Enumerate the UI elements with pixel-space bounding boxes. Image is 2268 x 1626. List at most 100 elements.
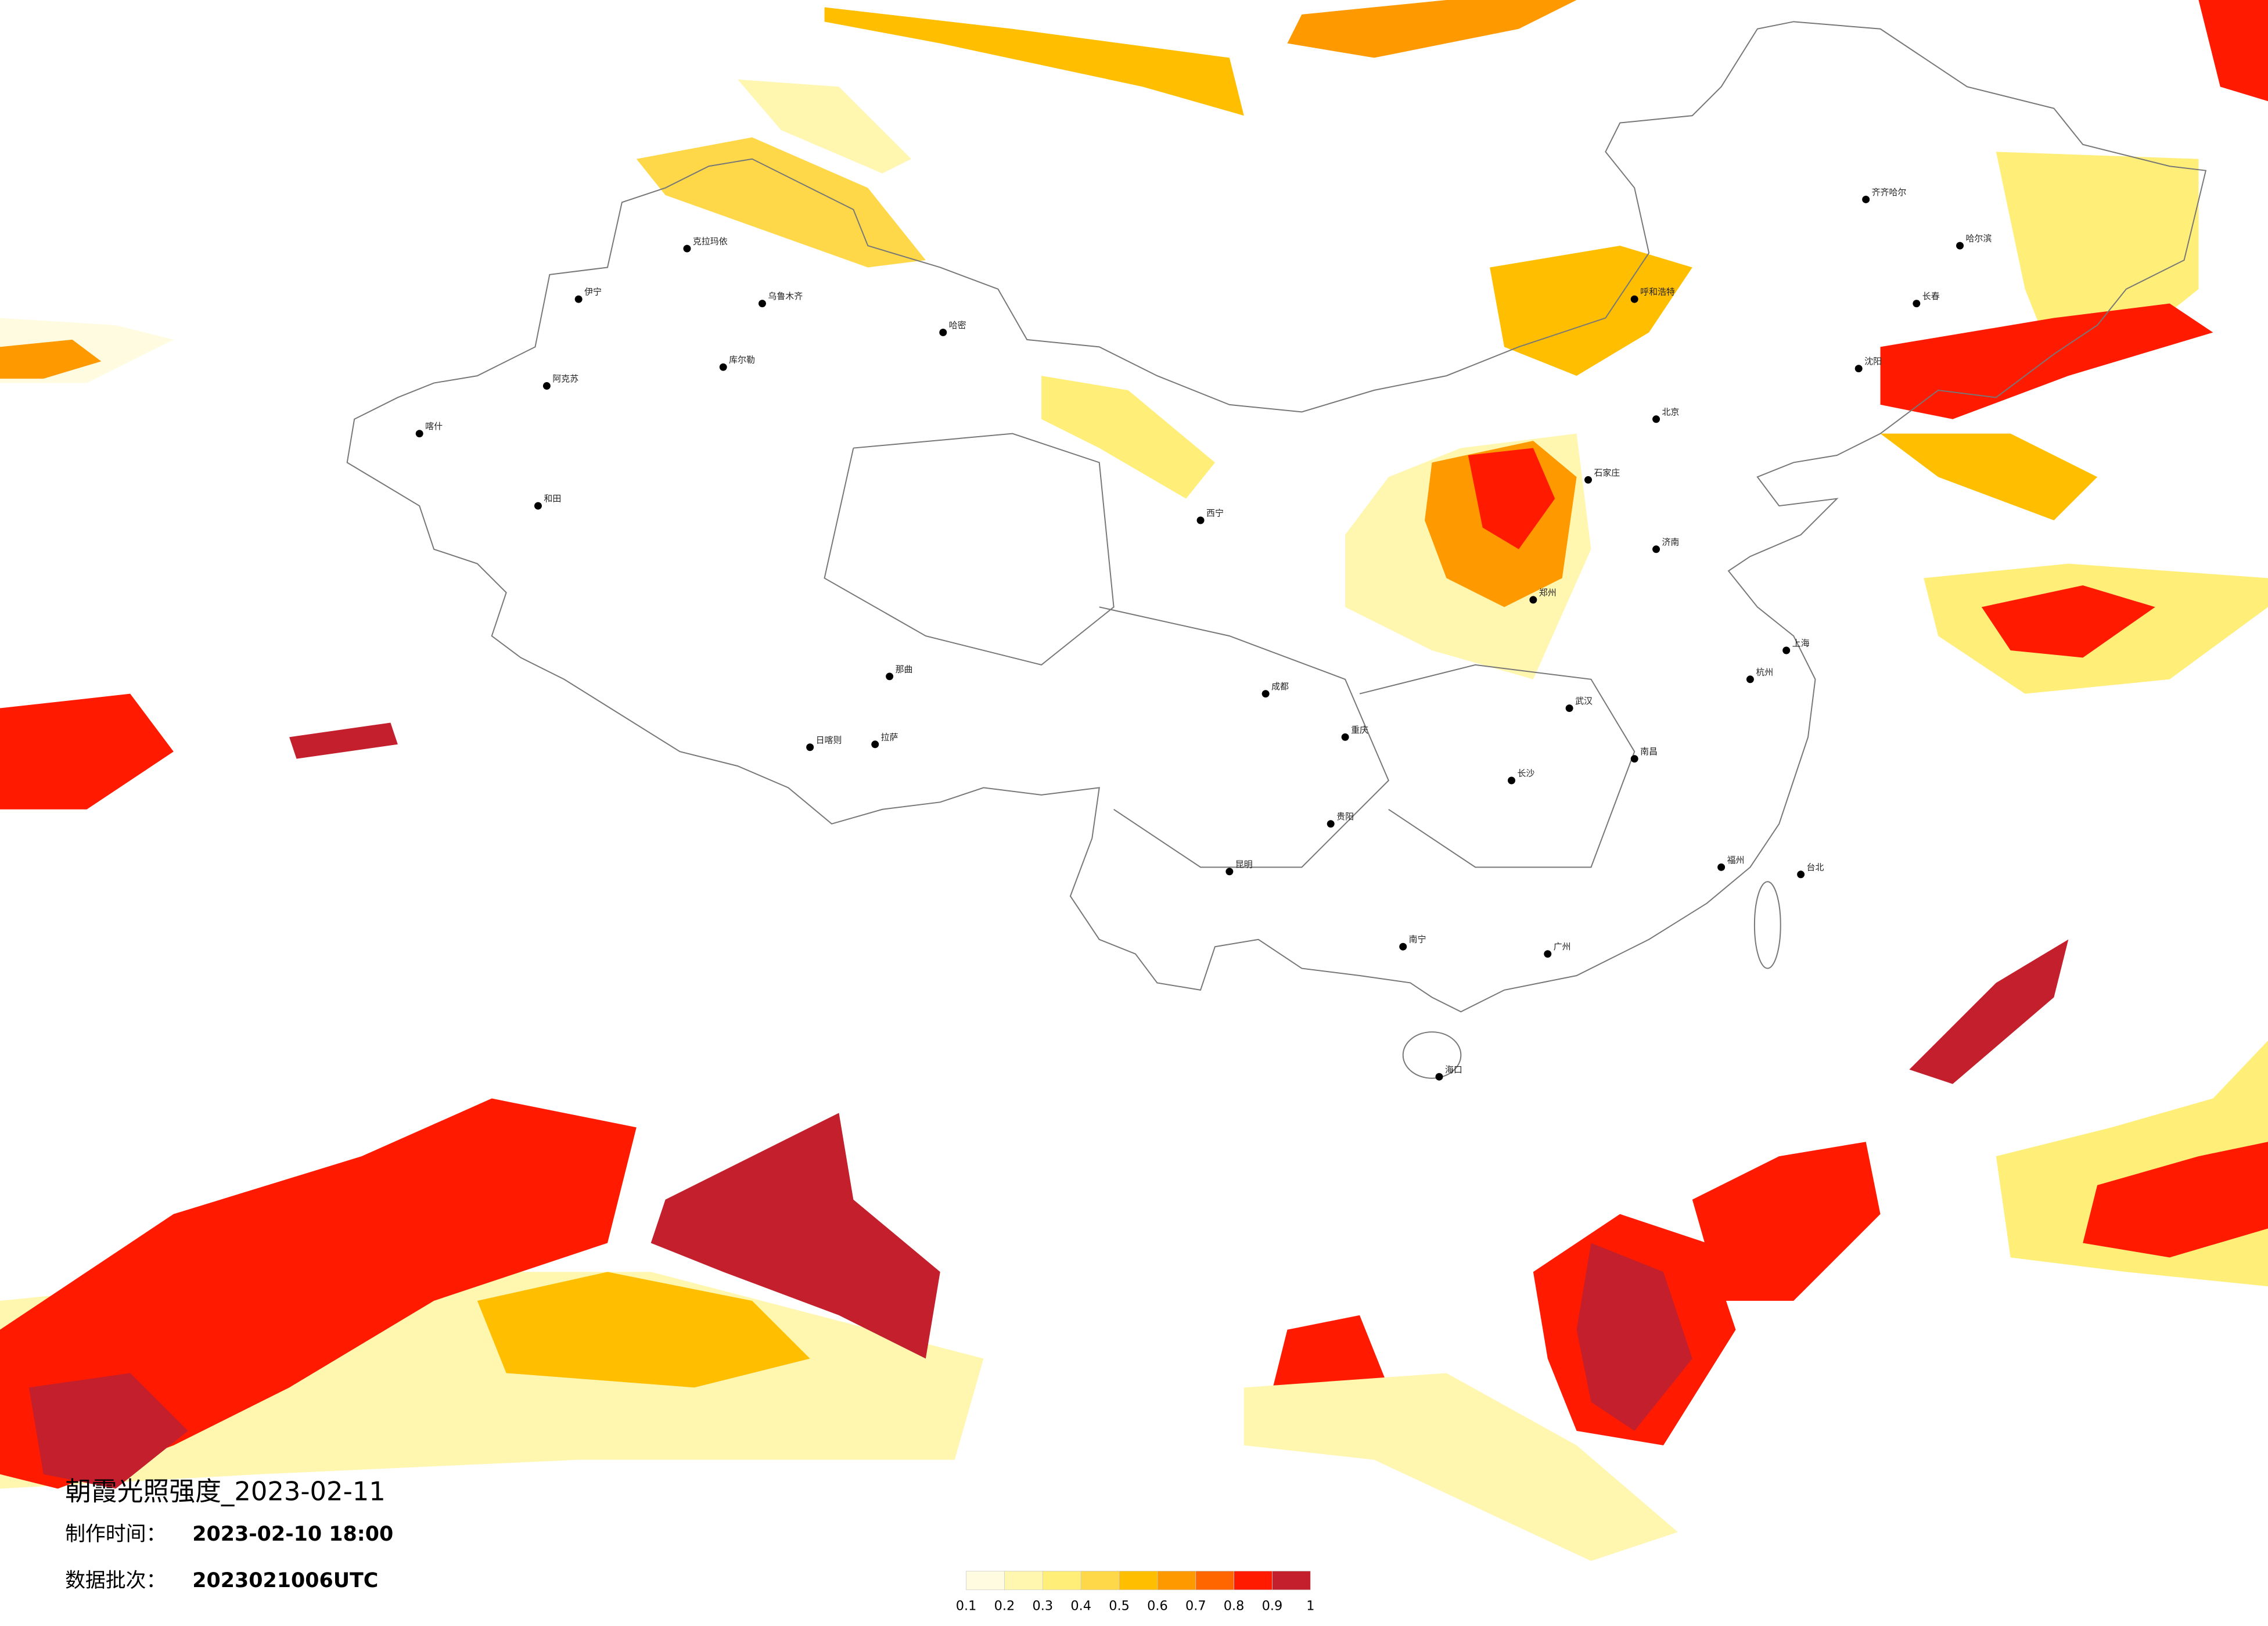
city-label: 哈尔滨	[1965, 233, 1992, 244]
intensity-area	[1576, 1243, 1692, 1431]
intensity-area	[738, 79, 911, 174]
intensity-area	[1692, 1142, 1881, 1301]
city-label: 北京	[1662, 406, 1680, 417]
city-label: 哈密	[949, 320, 966, 330]
province-outline	[1359, 664, 1636, 868]
info-label: 数据批次：	[65, 1569, 166, 1592]
city-dot	[1854, 365, 1863, 373]
legend-tick-label: 0.6	[1147, 1599, 1168, 1614]
city-label: 台北	[1807, 862, 1824, 872]
legend-swatch	[1004, 1571, 1043, 1591]
city-label: 海口	[1445, 1064, 1462, 1075]
city-label: 喀什	[425, 421, 443, 431]
intensity-area	[1880, 303, 2213, 419]
intensity-area	[636, 137, 926, 268]
city-dot	[415, 430, 423, 438]
city-dot	[1565, 704, 1573, 713]
legend-swatch	[1119, 1571, 1158, 1591]
city-dot	[939, 328, 947, 336]
city-dot	[1341, 733, 1349, 741]
city-label: 上海	[1792, 638, 1810, 649]
city-dot	[1797, 870, 1805, 879]
boundaries	[346, 21, 2207, 1079]
city-dot	[1956, 242, 1964, 250]
city-label: 南昌	[1640, 746, 1658, 757]
city-dot	[1399, 942, 1407, 951]
intensity-area	[1287, 0, 1577, 58]
city-label: 西宁	[1206, 508, 1224, 519]
intensity-area	[28, 1373, 188, 1489]
city-dot	[886, 672, 894, 681]
city-dot	[1584, 476, 1592, 484]
intensity-area	[477, 1272, 810, 1388]
intensity-area	[0, 339, 102, 379]
legend-tick-label: 0.5	[1109, 1599, 1130, 1614]
intensity-layer	[0, 0, 2268, 1561]
info-value: 2023021006UTC	[192, 1569, 378, 1592]
intensity-area	[1909, 939, 2069, 1084]
legend-swatch	[1195, 1571, 1234, 1591]
intensity-area	[1490, 246, 1692, 376]
province-outline	[824, 433, 1115, 665]
country-outline	[346, 21, 2207, 1013]
legend-swatch	[1157, 1571, 1196, 1591]
city-dot	[1913, 300, 1921, 308]
city-label: 克拉玛依	[693, 236, 728, 247]
city-label: 沈阳	[1864, 356, 1882, 366]
city-dot	[1782, 646, 1791, 654]
city-dot	[1630, 755, 1638, 763]
legend-swatch	[1080, 1571, 1120, 1591]
city-label: 呼和浩特	[1640, 287, 1675, 297]
city-dot	[1529, 596, 1537, 604]
city-label: 武汉	[1575, 696, 1593, 706]
city-label: 拉萨	[881, 732, 898, 742]
city-dot	[1862, 195, 1870, 203]
intensity-area	[0, 1098, 637, 1489]
legend-swatch	[1042, 1571, 1081, 1591]
city-dot	[1225, 868, 1234, 876]
city-label: 阿克苏	[552, 373, 578, 384]
city-dot	[542, 382, 551, 390]
city-dot	[1435, 1073, 1443, 1081]
city-label: 贵阳	[1336, 811, 1354, 822]
hainan-outline	[1402, 1031, 1462, 1079]
info-value: 2023-02-10 18:00	[192, 1523, 393, 1546]
intensity-area	[289, 722, 398, 759]
city-label: 广州	[1554, 941, 1571, 952]
city-label: 石家庄	[1594, 467, 1620, 478]
city-dot	[1652, 415, 1660, 423]
city-label: 乌鲁木齐	[768, 291, 803, 301]
city-label: 和田	[544, 494, 561, 504]
city-dot	[719, 363, 727, 371]
city-label: 郑州	[1539, 587, 1557, 598]
legend-swatch	[1272, 1571, 1311, 1591]
map-title: 朝霞光照强度_2023-02-11	[65, 1476, 386, 1506]
city-label: 重庆	[1351, 725, 1368, 735]
intensity-area	[1468, 448, 1555, 549]
city-dot	[1196, 516, 1205, 524]
legend-tick-label: 0.1	[956, 1599, 977, 1614]
intensity-area	[2083, 1142, 2268, 1258]
legend-tick-label: 0.2	[994, 1599, 1015, 1614]
legend-tick-label: 1	[1306, 1599, 1314, 1614]
province-outline	[1099, 606, 1389, 868]
city-label: 长春	[1922, 291, 1940, 301]
city-label: 济南	[1662, 537, 1680, 547]
intensity-area	[0, 693, 174, 810]
city-dot	[871, 740, 879, 749]
city-dot	[1652, 545, 1660, 553]
taiwan-outline	[1753, 881, 1781, 969]
intensity-area	[1041, 376, 1215, 499]
city-dot	[806, 743, 814, 751]
city-label: 齐齐哈尔	[1872, 187, 1907, 197]
intensity-area	[650, 1113, 940, 1359]
city-dot	[1327, 820, 1335, 828]
city-label: 昆明	[1235, 859, 1253, 869]
info-label: 制作时间：	[65, 1523, 166, 1546]
city-label: 那曲	[896, 664, 913, 674]
city-dot	[758, 300, 766, 308]
intensity-area	[1880, 433, 2098, 520]
